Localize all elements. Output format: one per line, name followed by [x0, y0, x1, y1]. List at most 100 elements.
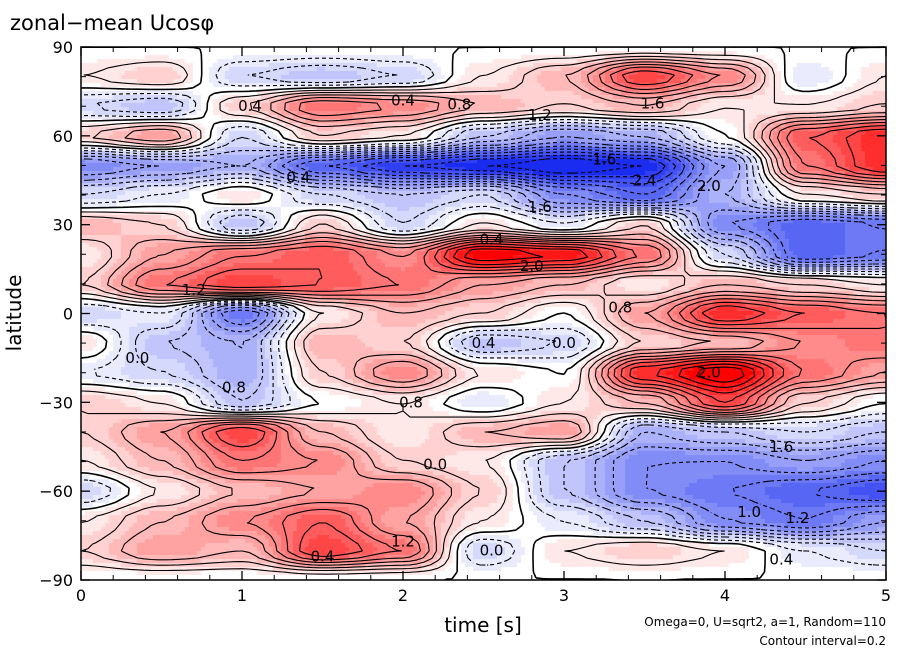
heat-cell [873, 71, 878, 76]
heat-cell [593, 75, 598, 80]
heat-cell [229, 67, 234, 72]
heat-cell [705, 99, 710, 104]
heat-cell [361, 71, 366, 76]
heat-cell [477, 59, 482, 64]
heat-cell [209, 107, 214, 112]
heat-cell [253, 79, 258, 84]
heat-cell [509, 67, 514, 72]
heat-cell [881, 83, 886, 88]
heat-cell [793, 59, 798, 64]
heat-cell [109, 59, 114, 64]
heat-cell [277, 71, 282, 76]
heat-cell [485, 99, 490, 104]
heat-cell [329, 51, 334, 56]
heat-cell [693, 71, 698, 76]
heat-cell [829, 59, 834, 64]
heat-cell [565, 67, 570, 72]
heat-cell [301, 67, 306, 72]
heat-cell [245, 63, 250, 68]
heat-cell [441, 107, 446, 112]
heat-cell [149, 79, 154, 84]
heat-cell [745, 51, 750, 56]
heat-cell [785, 99, 790, 104]
heat-cell [793, 71, 798, 76]
heat-cell [565, 83, 570, 88]
heat-cell [113, 59, 118, 64]
heat-cell [549, 95, 554, 100]
heat-cell [497, 79, 502, 84]
heat-cell [853, 83, 858, 88]
heat-cell [465, 55, 470, 60]
heat-cell [821, 63, 826, 68]
heat-cell [529, 99, 534, 104]
heat-cell [93, 107, 98, 112]
heat-cell [541, 87, 546, 92]
heat-cell [273, 103, 278, 108]
heat-cell [417, 75, 422, 80]
heat-cell [857, 67, 862, 72]
heat-cell [473, 95, 478, 100]
heat-cell [445, 63, 450, 68]
heat-cell [813, 63, 818, 68]
heat-cell [593, 99, 598, 104]
heat-cell [865, 59, 870, 64]
heat-cell [753, 103, 758, 108]
heat-cell [337, 103, 342, 108]
heat-cell [865, 51, 870, 56]
heat-cell [825, 91, 830, 96]
heat-cell [201, 87, 206, 92]
heat-cell [185, 91, 190, 96]
heat-cell [165, 75, 170, 80]
heat-cell [425, 103, 430, 108]
heat-cell [821, 83, 826, 88]
heat-cell [781, 107, 786, 112]
heat-cell [397, 71, 402, 76]
heat-cell [805, 83, 810, 88]
heat-cell [445, 71, 450, 76]
heat-cell [345, 59, 350, 64]
heat-cell [505, 71, 510, 76]
heat-cell [653, 75, 658, 80]
heat-cell [529, 55, 534, 60]
heat-cell [769, 83, 774, 88]
heat-cell [525, 63, 530, 68]
heat-cell [233, 75, 238, 80]
heat-cell [361, 75, 366, 80]
heat-cell [329, 59, 334, 64]
heat-cell [185, 51, 190, 56]
heat-cell [581, 99, 586, 104]
heat-cell [269, 79, 274, 84]
heat-cell [869, 51, 874, 56]
heat-cell [329, 67, 334, 72]
heat-cell [881, 79, 886, 84]
heat-cell [273, 63, 278, 68]
heat-cell [185, 107, 190, 112]
heat-cell [137, 63, 142, 68]
heat-cell [245, 75, 250, 80]
heat-cell [725, 79, 730, 84]
heat-cell [437, 59, 442, 64]
heat-cell [441, 71, 446, 76]
heat-cell [293, 107, 298, 112]
heat-cell [185, 103, 190, 108]
heat-cell [801, 99, 806, 104]
heat-cell [365, 55, 370, 60]
heat-cell [553, 75, 558, 80]
heat-cell [609, 103, 614, 108]
heat-cell [237, 75, 242, 80]
heat-cell [721, 79, 726, 84]
heat-cell [385, 107, 390, 112]
heat-cell [597, 103, 602, 108]
heat-cell [477, 51, 482, 56]
heat-cell [221, 67, 226, 72]
heat-cell [321, 67, 326, 72]
heat-cell [165, 111, 170, 116]
heat-cell [109, 103, 114, 108]
heat-cell [129, 55, 134, 60]
heat-cell [697, 103, 702, 108]
heat-cell [213, 79, 218, 84]
heat-cell [873, 107, 878, 112]
heat-cell [509, 51, 514, 56]
heat-cell [505, 107, 510, 112]
heat-cell [457, 87, 462, 92]
